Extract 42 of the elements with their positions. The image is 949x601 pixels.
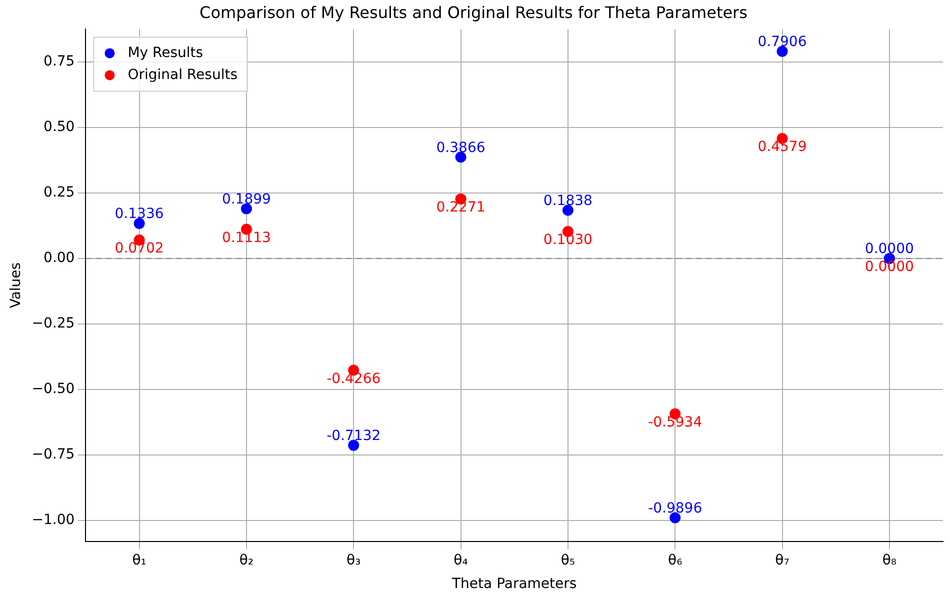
x-tick-label: θ₃ [346, 552, 361, 568]
chart-title: Comparison of My Results and Original Results for Theta Parameters [200, 2, 748, 22]
data-label: 0.1899 [222, 191, 271, 208]
data-label: -0.7132 [326, 428, 381, 444]
data-label: 0.1838 [543, 192, 592, 209]
x-tick-label: θ₂ [239, 552, 254, 568]
x-tick-label: θ₇ [775, 552, 790, 568]
data-label: 0.3866 [436, 140, 486, 156]
x-tick-label: θ₈ [882, 552, 897, 568]
data-label: -0.5934 [648, 414, 702, 431]
data-label: 0.7906 [758, 34, 807, 50]
y-tick-label: −0.25 [32, 316, 75, 332]
y-tick-label: 0.00 [44, 250, 75, 266]
y-tick-label: −0.75 [32, 446, 75, 463]
data-label: 0.0000 [864, 259, 914, 276]
point [776, 46, 788, 57]
data-label: 0.0702 [114, 240, 164, 257]
data-label: 0.1113 [222, 230, 271, 246]
data-label: -0.4266 [326, 370, 381, 387]
x-tick-label: θ₄ [454, 552, 468, 568]
y-tick-label: 0.75 [44, 54, 75, 70]
point [240, 203, 252, 214]
data-label: 0.1336 [114, 206, 164, 222]
data-label: 0.1030 [543, 232, 592, 248]
x-tick-label: θ₆ [668, 552, 683, 568]
data-label: -0.9896 [648, 500, 702, 516]
x-tick-label: θ₅ [560, 552, 576, 568]
y-tick-label: −1.00 [32, 512, 75, 528]
legend-label: Original Results [128, 66, 238, 83]
x-tick-label: θ₁ [132, 552, 146, 568]
y-tick-label: 0.50 [44, 119, 75, 136]
y-axis-title: Values [8, 262, 24, 308]
point [455, 152, 466, 163]
legend-label: My Results [128, 44, 204, 61]
point [562, 204, 574, 216]
y-tick-label: 0.25 [44, 184, 75, 201]
point [348, 440, 360, 451]
y-tick-label: −0.50 [32, 381, 75, 398]
point [670, 512, 681, 524]
data-label: 0.0000 [864, 241, 914, 258]
x-axis-title: Theta Parameters [451, 576, 577, 592]
point [134, 218, 145, 229]
